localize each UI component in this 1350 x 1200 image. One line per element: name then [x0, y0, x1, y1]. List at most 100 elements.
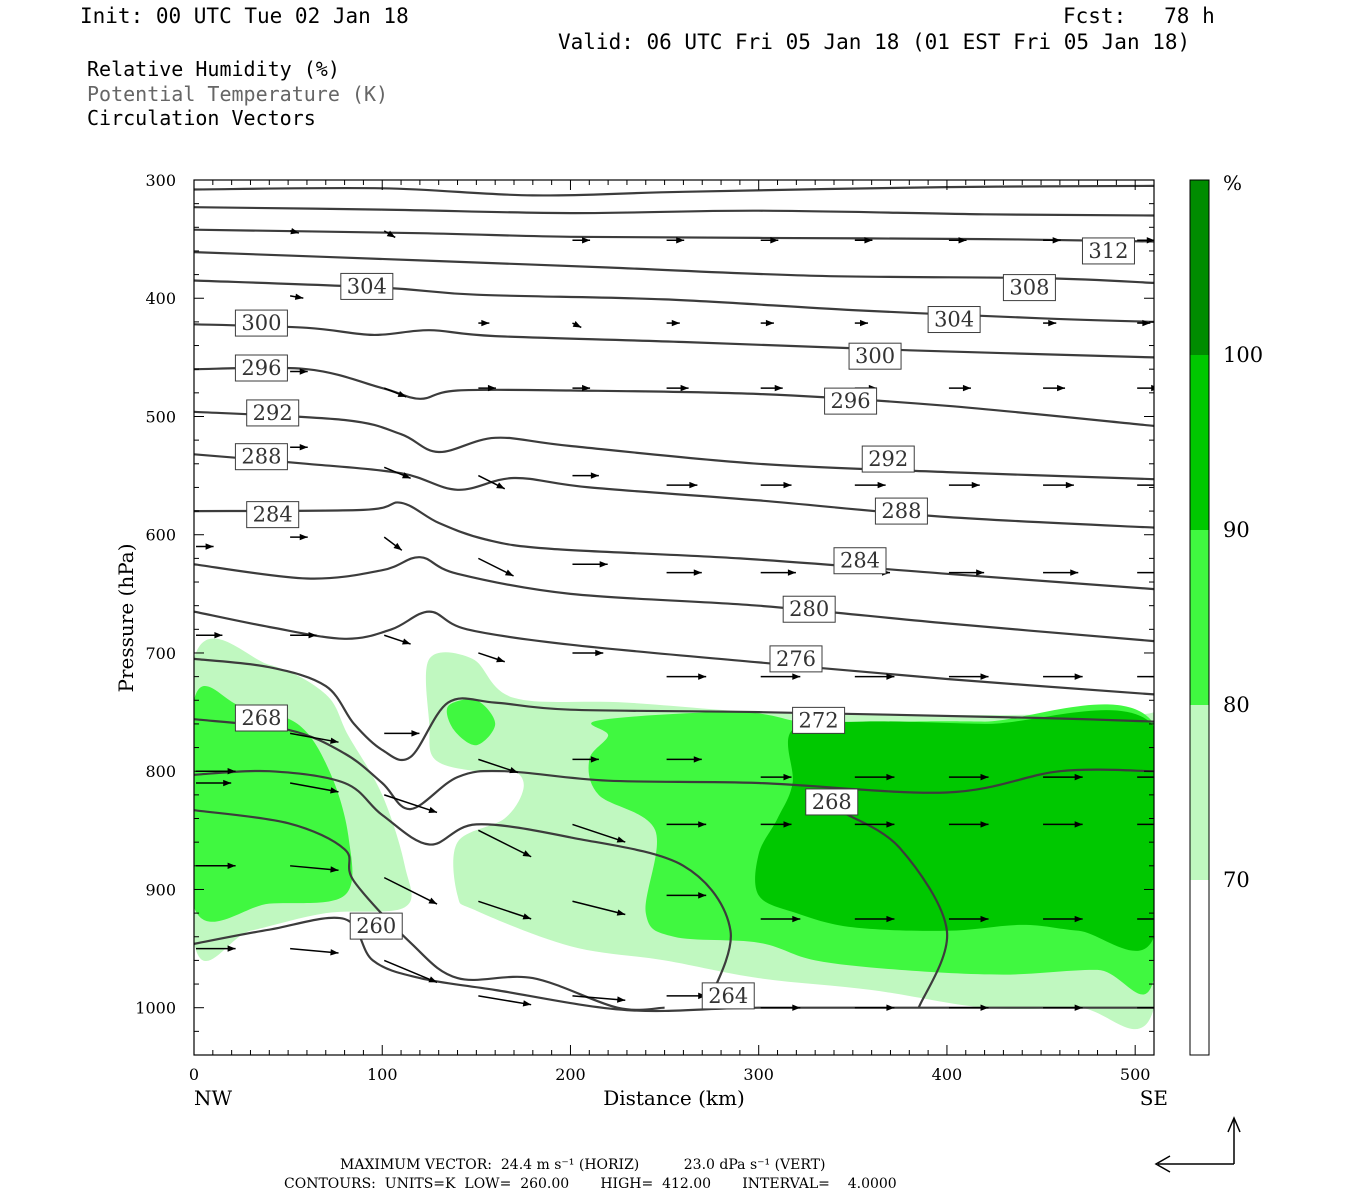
theta-contour-line [194, 556, 1154, 643]
colorbar-label: 80 [1223, 693, 1250, 717]
vector-head [402, 472, 411, 479]
theta-label-box [1081, 237, 1135, 265]
circulation-vector [948, 569, 985, 576]
vector-head [227, 768, 236, 775]
vector-head [1169, 821, 1177, 827]
circulation-vector [289, 732, 339, 744]
vector-head [1065, 481, 1074, 489]
circulation-vector [854, 319, 869, 327]
circulation-vector [666, 569, 702, 576]
y-tick-label: 400 [145, 289, 176, 308]
colorbar-unit: % [1223, 171, 1242, 195]
vector-head [299, 444, 308, 451]
vector-head [1160, 569, 1168, 575]
vector-shaft [290, 947, 339, 954]
theta-label-text: 300 [241, 311, 281, 335]
vector-head [496, 482, 505, 489]
circulation-vector [854, 1004, 895, 1011]
theta-label-box [234, 354, 288, 382]
circulation-vector [478, 652, 505, 663]
reference-vector-icon [1154, 1116, 1241, 1173]
theta-contour-line [194, 453, 1154, 529]
rh-region-80 [446, 699, 496, 746]
circulation-vector [572, 756, 599, 763]
theta-label-text: 296 [241, 356, 281, 380]
theta-label-box [792, 706, 846, 734]
vector-head [1074, 821, 1083, 828]
theta-label: 304 [340, 272, 394, 300]
theta-label-box [824, 387, 878, 415]
vector-head [428, 976, 438, 983]
theta-contour-line [842, 811, 949, 1009]
vector-head [958, 237, 967, 244]
vector-head [330, 949, 339, 956]
y-tick-label: 500 [145, 407, 176, 426]
vector-head [680, 384, 689, 392]
theta-label-text: 264 [708, 984, 748, 1008]
theta-label-text: 284 [840, 549, 880, 573]
x-tick-label: 0 [189, 1065, 199, 1084]
vector-head [1074, 1004, 1083, 1011]
vector-shaft [383, 876, 438, 905]
theta-label-text: 272 [799, 708, 839, 732]
vector-head [428, 897, 438, 905]
vector-head [765, 319, 774, 327]
max-vector-note: MAXIMUM VECTOR: 24.4 m s⁻¹ (HORIZ) 23.0 … [340, 1157, 826, 1173]
theta-label: 280 [782, 595, 836, 623]
plot-frame [193, 179, 1155, 1056]
theta-label-box [349, 912, 403, 940]
circulation-vector [1137, 569, 1168, 575]
circulation-vector [572, 900, 626, 916]
theta-label-text: 260 [356, 914, 396, 938]
circulation-vector [290, 632, 317, 639]
legend-rh: Relative Humidity (%) [87, 57, 340, 81]
circulation-vector [383, 634, 411, 645]
circulation-vector [289, 782, 339, 794]
circulation-vector [290, 444, 308, 451]
vector-head [582, 384, 591, 392]
vector-shaft [478, 900, 532, 920]
colorbar-segment [1190, 530, 1209, 705]
circulation-vector [383, 959, 438, 984]
vector-head [770, 237, 779, 244]
vector-head [330, 866, 339, 873]
vector-head [616, 909, 626, 916]
theta-label: 300 [848, 342, 902, 370]
theta-contour-line [194, 809, 665, 1011]
vector-head [886, 915, 895, 923]
theta-label-text: 304 [934, 308, 974, 332]
vector-head [522, 1000, 532, 1007]
vector-head [590, 756, 599, 763]
theta-label: 292 [861, 445, 915, 473]
vector-head [783, 481, 792, 489]
circulation-vector [383, 387, 407, 398]
circulation-vector [478, 758, 519, 774]
theta-contour-line [194, 366, 1154, 427]
theta-label-text: 304 [347, 274, 387, 298]
theta-label-box [861, 445, 915, 473]
forecast-hour: Fcst: 78 h [1063, 4, 1215, 28]
circulation-vector [572, 823, 626, 843]
x-axis-title: Distance (km) [603, 1086, 745, 1110]
circulation-vector [666, 756, 702, 763]
y-tick-label: 300 [145, 171, 176, 190]
circulation-vector [1043, 237, 1061, 244]
circulation-vector [854, 237, 873, 244]
vector-shaft [478, 995, 532, 1006]
theta-label: 268 [805, 788, 859, 816]
circulation-vector [478, 995, 532, 1007]
circulation-vector [948, 773, 989, 781]
circulation-vector [1043, 481, 1074, 489]
vector-head [1074, 673, 1083, 680]
circulation-vector [196, 779, 232, 787]
colorbar-label: 90 [1223, 518, 1250, 542]
colorbar-segment [1190, 180, 1209, 355]
theta-label-box [1002, 274, 1056, 302]
vector-head [783, 773, 792, 781]
theta-labels: 312 308 304 304 300 300 296 296 292 292 288 288 284 2… [234, 237, 1135, 1010]
circulation-vector [572, 472, 599, 479]
vector-head [386, 230, 396, 238]
y-axis-title: Pressure (hPa) [114, 544, 138, 693]
axes: 300 400 500 600 700 800 900 1000 0 100 200 300 400 50… [135, 171, 1155, 1084]
circulation-vector [572, 321, 582, 329]
